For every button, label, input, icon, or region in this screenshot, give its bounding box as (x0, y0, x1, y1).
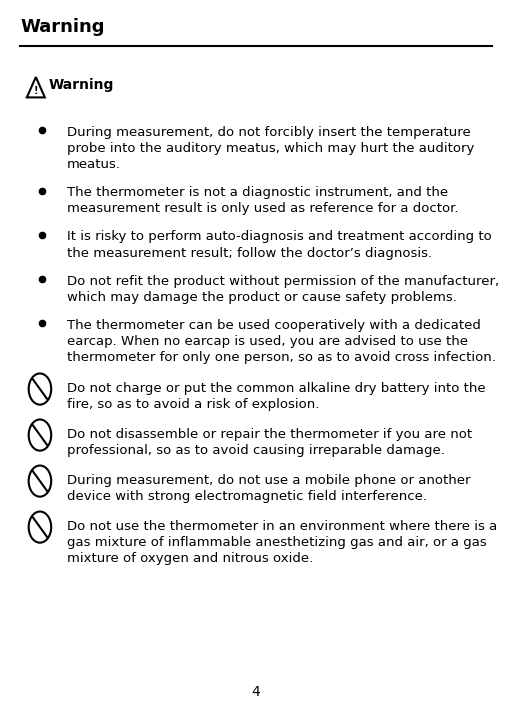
Text: probe into the auditory meatus, which may hurt the auditory: probe into the auditory meatus, which ma… (67, 142, 474, 155)
Text: Do not use the thermometer in an environment where there is a: Do not use the thermometer in an environ… (67, 520, 497, 533)
Text: Do not disassemble or repair the thermometer if you are not: Do not disassemble or repair the thermom… (67, 428, 472, 441)
Text: 4: 4 (251, 685, 261, 700)
Text: The thermometer is not a diagnostic instrument, and the: The thermometer is not a diagnostic inst… (67, 186, 447, 200)
Text: !: ! (34, 86, 38, 96)
Text: thermometer for only one person, so as to avoid cross infection.: thermometer for only one person, so as t… (67, 351, 496, 364)
Text: device with strong electromagnetic field interference.: device with strong electromagnetic field… (67, 490, 426, 503)
Text: Do not refit the product without permission of the manufacturer,: Do not refit the product without permiss… (67, 275, 499, 287)
Text: It is risky to perform auto-diagnosis and treatment according to: It is risky to perform auto-diagnosis an… (67, 231, 492, 244)
Text: the measurement result; follow the doctor’s diagnosis.: the measurement result; follow the docto… (67, 246, 432, 260)
Text: During measurement, do not use a mobile phone or another: During measurement, do not use a mobile … (67, 474, 470, 487)
Text: professional, so as to avoid causing irreparable damage.: professional, so as to avoid causing irr… (67, 444, 444, 457)
Text: mixture of oxygen and nitrous oxide.: mixture of oxygen and nitrous oxide. (67, 552, 313, 565)
Text: During measurement, do not forcibly insert the temperature: During measurement, do not forcibly inse… (67, 126, 471, 139)
Text: earcap. When no earcap is used, you are advised to use the: earcap. When no earcap is used, you are … (67, 335, 467, 348)
Text: which may damage the product or cause safety problems.: which may damage the product or cause sa… (67, 291, 456, 304)
Text: Warning: Warning (48, 78, 114, 92)
Text: meatus.: meatus. (67, 159, 120, 171)
Text: gas mixture of inflammable anesthetizing gas and air, or a gas: gas mixture of inflammable anesthetizing… (67, 536, 486, 549)
Text: measurement result is only used as reference for a doctor.: measurement result is only used as refer… (67, 202, 458, 215)
Text: Warning: Warning (20, 18, 105, 35)
Text: Do not charge or put the common alkaline dry battery into the: Do not charge or put the common alkaline… (67, 382, 485, 395)
Text: The thermometer can be used cooperatively with a dedicated: The thermometer can be used cooperativel… (67, 319, 480, 332)
Text: fire, so as to avoid a risk of explosion.: fire, so as to avoid a risk of explosion… (67, 398, 319, 411)
